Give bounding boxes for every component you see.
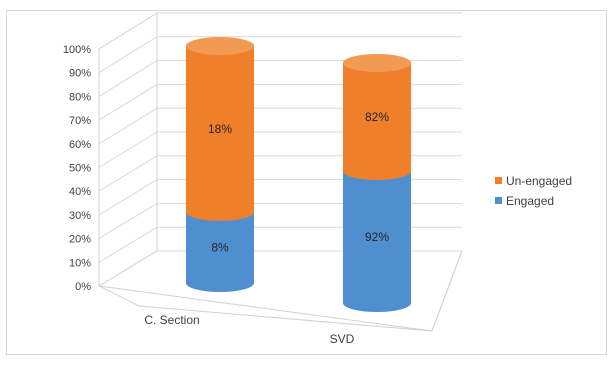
chart-frame: 0% 10% 20% 30% 40% 50% 60% 70% 80% 90% 100% 8% 18% 9… — [6, 10, 607, 355]
gridline-left — [98, 179, 158, 216]
data-label: 82% — [365, 110, 389, 124]
gridline-left — [98, 83, 158, 121]
gridline-left — [98, 226, 158, 263]
chart-svg: 0% 10% 20% 30% 40% 50% 60% 70% 80% 90% 100% 8% 18% 9… — [63, 12, 572, 346]
floor-front-edge — [98, 285, 433, 332]
gridline-left — [98, 202, 158, 240]
y-tick-label: 100% — [63, 44, 91, 56]
bar-segment — [186, 211, 254, 292]
y-tick-label: 70% — [69, 115, 91, 127]
bar-top-cap — [343, 54, 411, 72]
data-label: 8% — [211, 240, 229, 254]
bar-group-svd: 92% 82% — [343, 54, 411, 312]
data-label: 92% — [365, 230, 389, 244]
bar-segment — [343, 171, 411, 312]
gridline-left — [98, 107, 158, 145]
legend: Un-engaged Engaged — [495, 174, 572, 208]
floor-right-edge — [431, 250, 463, 332]
bar-top-cap — [186, 37, 254, 55]
bar-segment — [186, 46, 254, 221]
gridline-left — [98, 60, 158, 97]
bar-segment — [343, 63, 411, 180]
x-category-label: SVD — [330, 332, 355, 346]
bar-group-c-section: 8% 18% — [186, 37, 254, 292]
y-tick-label: 30% — [69, 210, 91, 222]
x-category-label: C. Section — [144, 313, 199, 327]
y-tick-label: 20% — [69, 234, 91, 246]
y-tick-label: 90% — [69, 68, 91, 80]
gridline-left — [98, 250, 158, 287]
x-axis-category-labels: C. Section SVD — [144, 313, 354, 346]
legend-label: Un-engaged — [506, 174, 572, 188]
y-tick-label: 50% — [69, 163, 91, 175]
gridline-left — [98, 155, 158, 192]
gridline-left — [98, 36, 158, 74]
y-tick-label: 60% — [69, 139, 91, 151]
y-tick-label: 0% — [75, 281, 91, 293]
legend-swatch — [495, 177, 502, 184]
y-tick-label: 10% — [69, 257, 91, 269]
legend-swatch — [495, 197, 502, 204]
bars: 8% 18% 92% 82% — [186, 37, 411, 312]
y-tick-label: 40% — [69, 186, 91, 198]
y-axis-tick-labels: 0% 10% 20% 30% 40% 50% 60% 70% 80% 90% 100% — [63, 44, 91, 293]
gridline-left — [98, 131, 158, 168]
legend-label: Engaged — [506, 194, 554, 208]
data-label: 18% — [208, 122, 232, 136]
gridline-left — [98, 12, 158, 50]
y-tick-label: 80% — [69, 91, 91, 103]
